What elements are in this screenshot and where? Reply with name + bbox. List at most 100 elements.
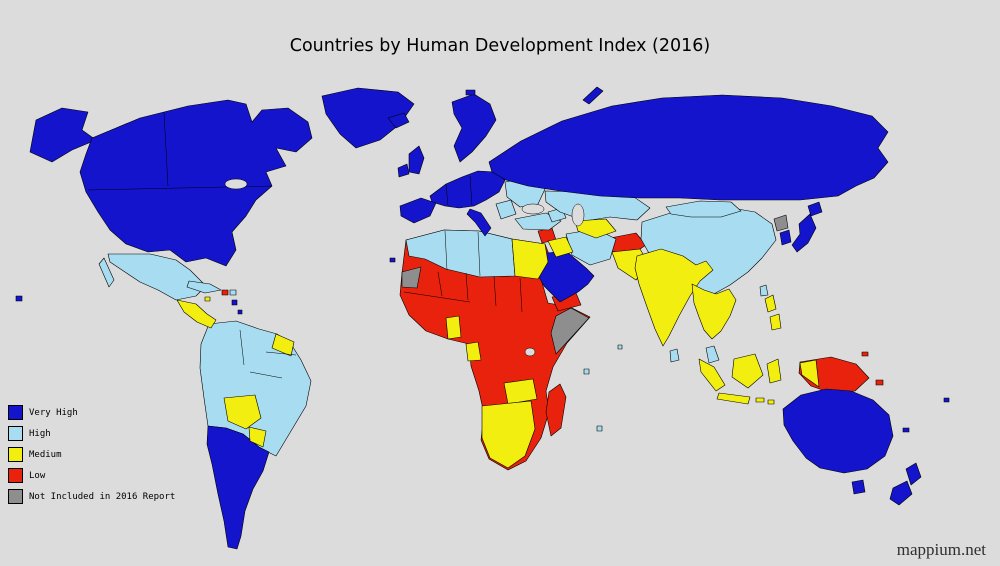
region-solomon-islands	[875, 379, 884, 386]
region-cuba	[186, 280, 222, 294]
region-hawaii	[15, 295, 23, 302]
legend-label-very-high: Very High	[29, 407, 78, 418]
region-sumatra	[698, 358, 726, 392]
sea-black-sea	[521, 203, 545, 215]
region-lesser-antilles	[231, 299, 238, 306]
map-title: Countries by Human Development Index (20…	[289, 36, 711, 56]
legend-item-very-high: Very High	[8, 402, 175, 423]
region-turkey	[514, 212, 562, 231]
region-new-zealand-north	[905, 462, 922, 486]
legend: Very High High Medium Low Not Included i…	[8, 402, 175, 507]
legend-item-high: High	[8, 423, 175, 444]
region-united-kingdom	[408, 145, 425, 175]
region-taiwan	[759, 284, 769, 297]
region-western-sahara	[401, 266, 422, 289]
region-italy	[466, 208, 492, 237]
region-maldives	[617, 344, 623, 350]
legend-swatch-low	[8, 468, 23, 483]
region-north-korea	[773, 214, 789, 232]
region-madagascar	[545, 383, 567, 437]
legend-label-low: Low	[29, 470, 46, 481]
region-malaysia	[705, 345, 720, 364]
region-tasmania	[851, 479, 866, 495]
region-egypt	[511, 238, 549, 280]
lake-great-lakes	[224, 178, 248, 190]
region-ireland	[397, 163, 410, 178]
lakes	[224, 178, 585, 357]
sea-caspian	[571, 203, 585, 227]
region-uzbekistan-turkmenistan	[574, 218, 617, 239]
region-europe-mainland	[429, 170, 506, 209]
regions-medium	[176, 218, 820, 469]
region-gabon	[465, 341, 482, 362]
region-somalia	[550, 307, 590, 355]
region-japan	[791, 213, 817, 253]
regions-low	[221, 227, 884, 471]
region-philippines-north	[764, 294, 777, 313]
region-zambia	[503, 378, 538, 405]
region-new-caledonia	[902, 427, 910, 433]
region-balkans	[495, 199, 517, 220]
region-lesser-sunda-1	[755, 397, 765, 403]
region-bismarck-islands	[861, 351, 869, 357]
border-lines	[87, 111, 523, 379]
legend-item-low: Low	[8, 465, 175, 486]
region-scandinavia	[451, 93, 497, 163]
legend-label-medium: Medium	[29, 449, 62, 460]
region-bolivia	[223, 394, 262, 430]
region-new-zealand-south	[889, 480, 913, 506]
region-haiti	[221, 289, 229, 296]
region-baja	[98, 257, 115, 288]
region-australia	[782, 388, 894, 474]
legend-label-not-included: Not Included in 2016 Report	[29, 491, 176, 502]
region-svalbard	[465, 89, 476, 96]
legend-swatch-not-included	[8, 489, 23, 504]
region-iceland	[387, 112, 410, 129]
legend-item-medium: Medium	[8, 444, 175, 465]
region-antilles-south	[237, 309, 243, 315]
region-paraguay	[248, 426, 267, 448]
region-greenland	[321, 87, 415, 149]
region-jamaica	[204, 296, 211, 302]
region-borneo	[731, 353, 764, 389]
region-alaska	[29, 107, 97, 163]
region-canada-usa	[79, 99, 313, 267]
region-mexico	[107, 253, 207, 301]
region-ghana	[445, 315, 462, 340]
region-iraq	[547, 236, 574, 258]
region-north-africa	[405, 229, 516, 278]
region-dominican-republic	[229, 289, 237, 296]
region-hokkaido	[807, 201, 823, 217]
region-canary-islands	[389, 257, 396, 263]
lake-victoria	[524, 347, 536, 357]
watermark: mappium.net	[896, 540, 986, 559]
region-iberia	[399, 197, 437, 224]
legend-swatch-medium	[8, 447, 23, 462]
regions-very-high	[15, 86, 950, 550]
region-mongolia	[665, 200, 742, 218]
region-west-new-guinea	[799, 359, 820, 388]
legend-label-high: High	[29, 428, 51, 439]
region-southern-africa	[481, 400, 536, 469]
region-java	[716, 392, 751, 405]
legend-swatch-very-high	[8, 405, 23, 420]
region-sri-lanka	[669, 348, 680, 363]
legend-swatch-high	[8, 426, 23, 441]
region-sulawesi	[766, 358, 782, 384]
region-india	[634, 248, 714, 347]
region-guyanas	[271, 333, 295, 357]
region-philippines-south	[769, 313, 782, 331]
region-south-korea	[779, 229, 792, 246]
region-russia	[488, 94, 889, 201]
region-central-america	[176, 299, 217, 329]
country-borders	[87, 111, 523, 379]
region-fiji	[943, 397, 950, 403]
regions-not-included	[401, 214, 789, 355]
region-lesser-sunda-2	[767, 399, 775, 405]
region-southeast-asia	[691, 283, 737, 340]
legend-item-not-included: Not Included in 2016 Report	[8, 486, 175, 507]
region-mauritius	[596, 425, 603, 432]
region-novaya-zemlya	[582, 86, 604, 105]
